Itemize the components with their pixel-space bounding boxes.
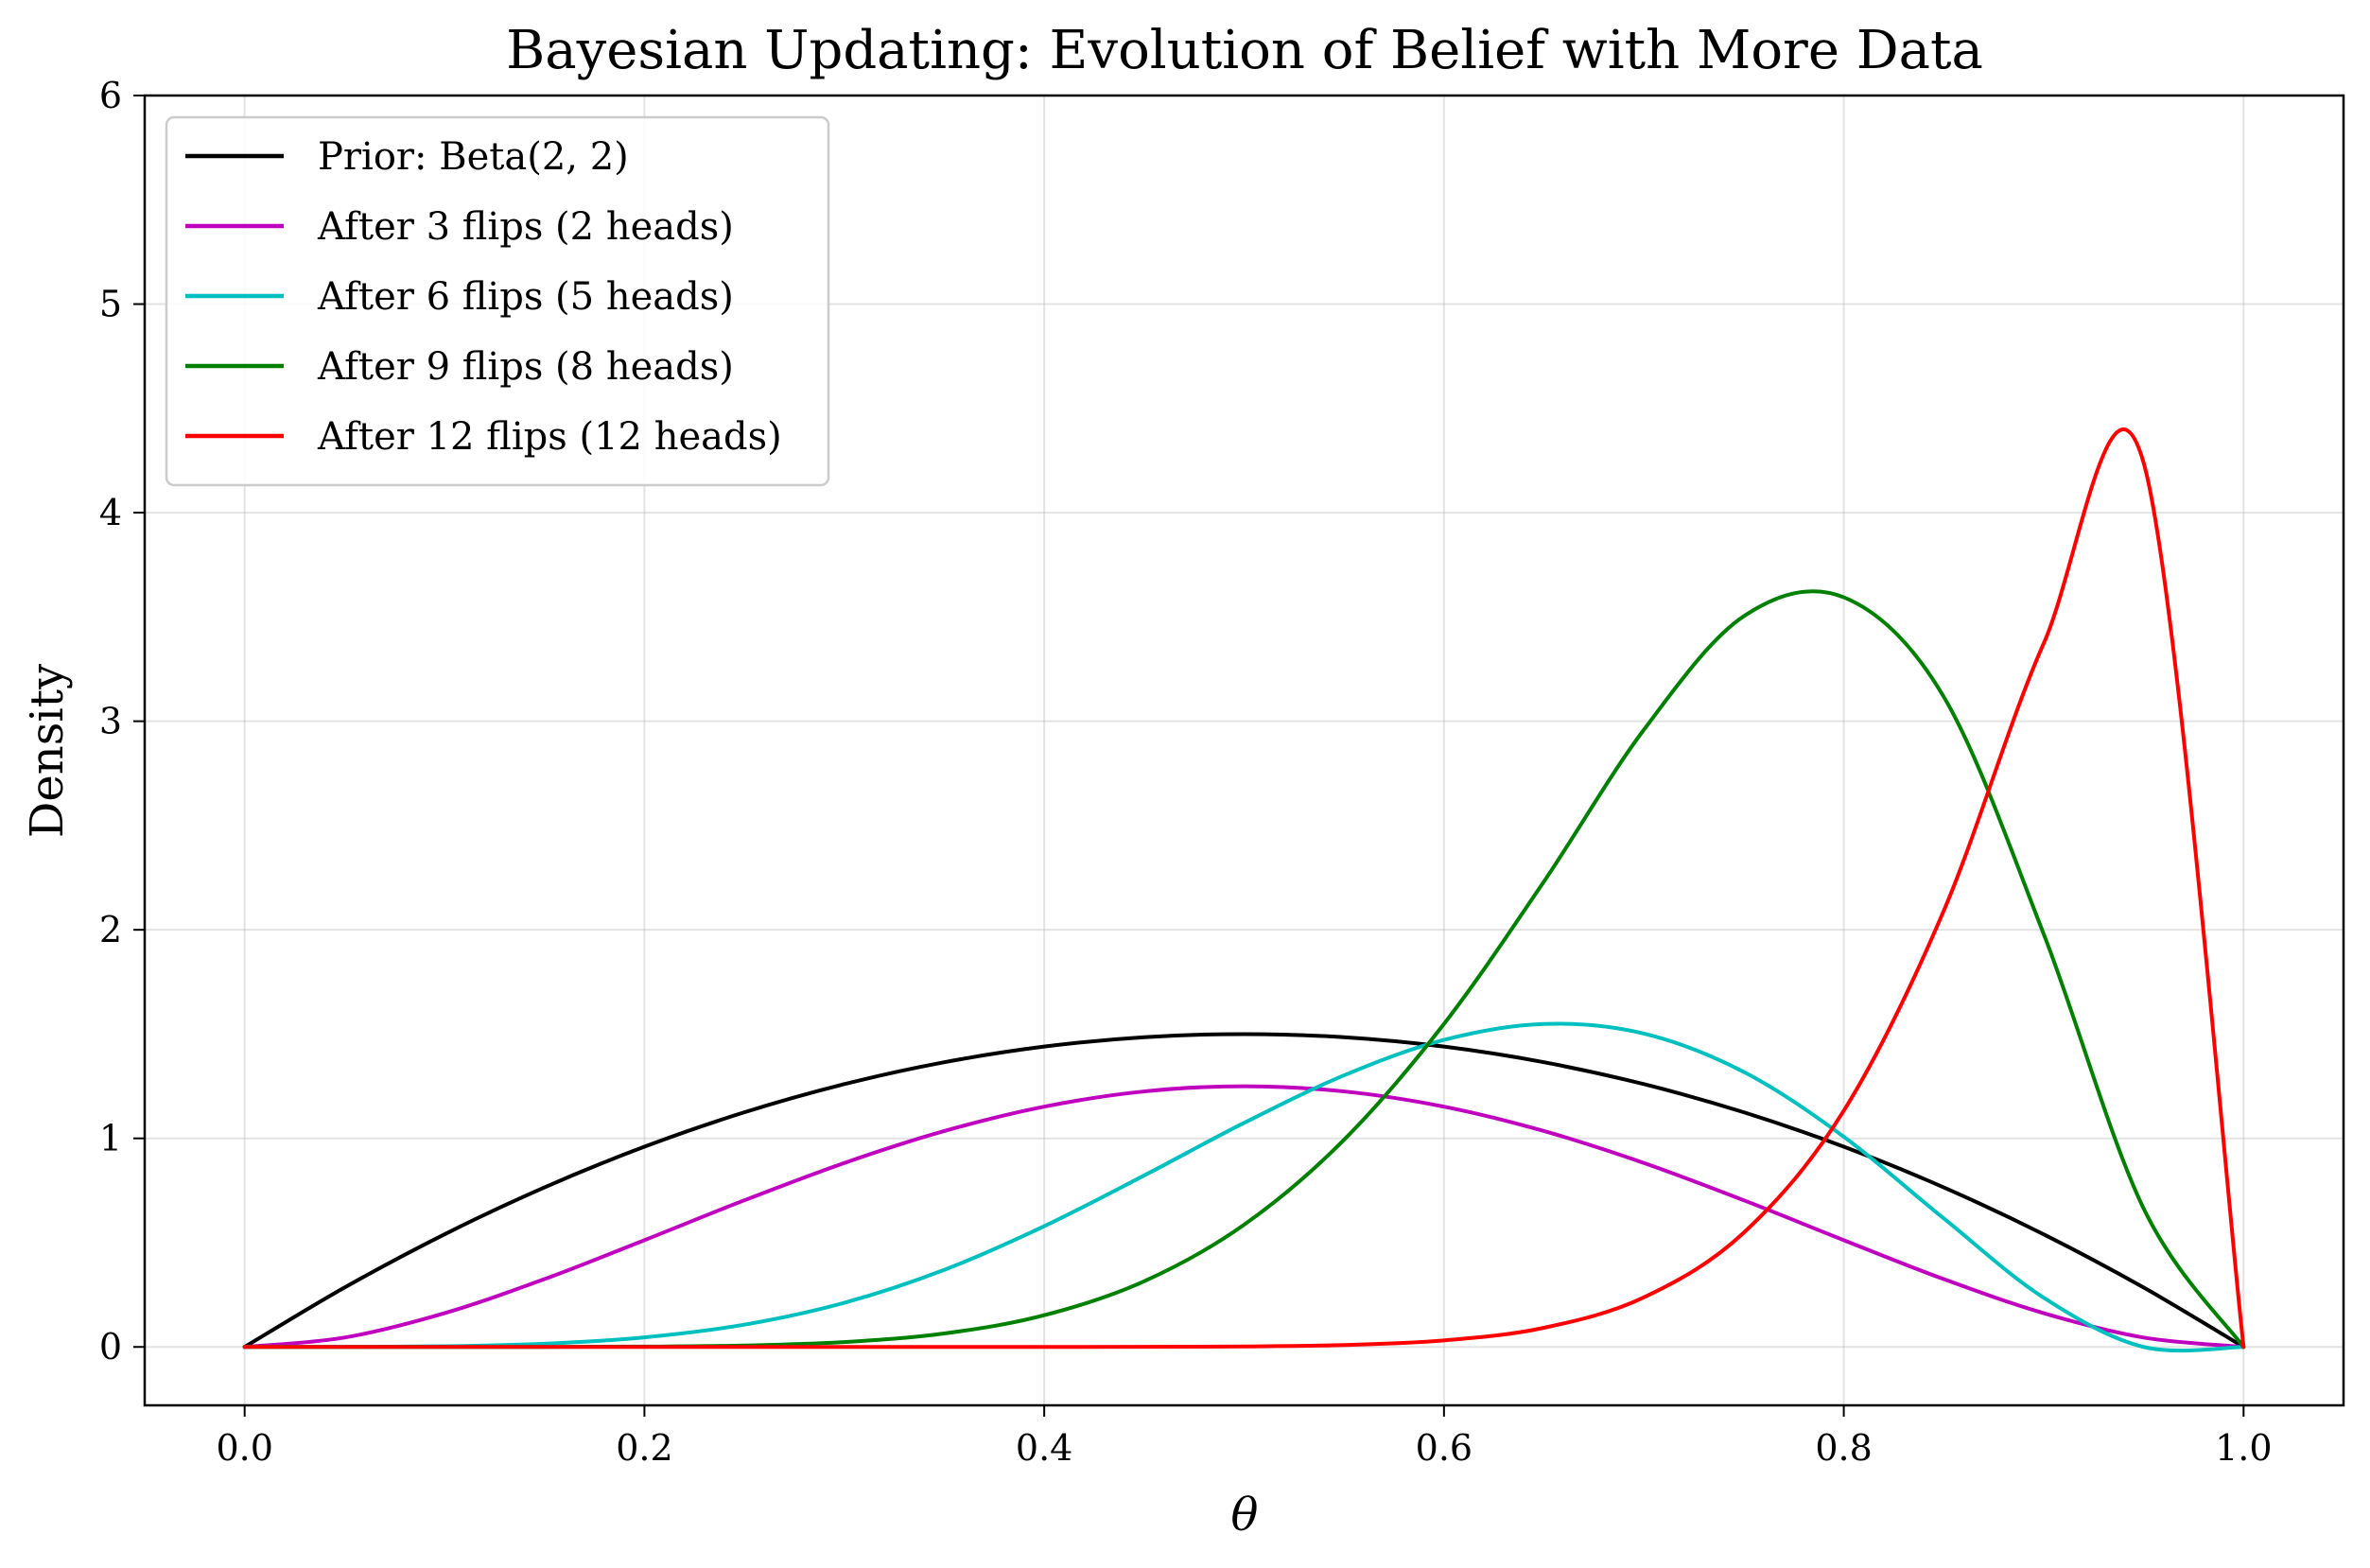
x-tick-label: 0.2 bbox=[616, 1427, 672, 1469]
series-lines bbox=[242, 427, 2246, 1353]
plot-area-frame bbox=[143, 94, 2345, 1407]
legend-label-1: Prior: Beta(2, 2) bbox=[318, 135, 629, 179]
x-tick-label: 0.6 bbox=[1416, 1427, 1473, 1469]
series-line-3 bbox=[242, 1021, 2246, 1353]
chart-title: Bayesian Updating: Evolution of Belief w… bbox=[506, 20, 1983, 81]
axis-ticks: 0.0 0.2 0.4 0.6 0.8 1.0 0 1 2 3 4 5 6 bbox=[99, 75, 2273, 1469]
legend-label-5: After 12 flips (12 heads) bbox=[317, 415, 782, 459]
y-tick-label: 4 bbox=[99, 492, 122, 533]
x-tick-label: 0.4 bbox=[1016, 1427, 1072, 1469]
y-tick-label: 1 bbox=[99, 1118, 122, 1159]
y-tick-label: 6 bbox=[99, 75, 122, 116]
legend-label-2: After 3 flips (2 heads) bbox=[317, 205, 734, 249]
legend-label-3: After 6 flips (5 heads) bbox=[317, 275, 734, 319]
legend-entries: Prior: Beta(2, 2) After 3 flips (2 heads)… bbox=[185, 135, 782, 459]
y-tick-label: 3 bbox=[99, 701, 122, 742]
series-line-5 bbox=[242, 427, 2246, 1350]
x-tick-label: 0.8 bbox=[1815, 1427, 1872, 1469]
y-axis-label: Density bbox=[21, 664, 74, 838]
y-tick-label: 2 bbox=[99, 909, 122, 950]
series-line-2 bbox=[242, 1084, 2246, 1350]
x-tick-label: 0.0 bbox=[216, 1427, 272, 1469]
legend-label-4: After 9 flips (8 heads) bbox=[317, 345, 734, 389]
legend: Prior: Beta(2, 2) After 3 flips (2 heads)… bbox=[165, 115, 830, 487]
grid bbox=[145, 95, 2344, 1405]
series-line-1 bbox=[242, 1032, 2246, 1350]
y-tick-label: 5 bbox=[99, 284, 122, 325]
y-tick-label: 0 bbox=[99, 1326, 122, 1368]
legend-box bbox=[165, 115, 830, 487]
x-axis-label: θ bbox=[1231, 1489, 1259, 1542]
x-tick-label: 1.0 bbox=[2215, 1427, 2272, 1469]
